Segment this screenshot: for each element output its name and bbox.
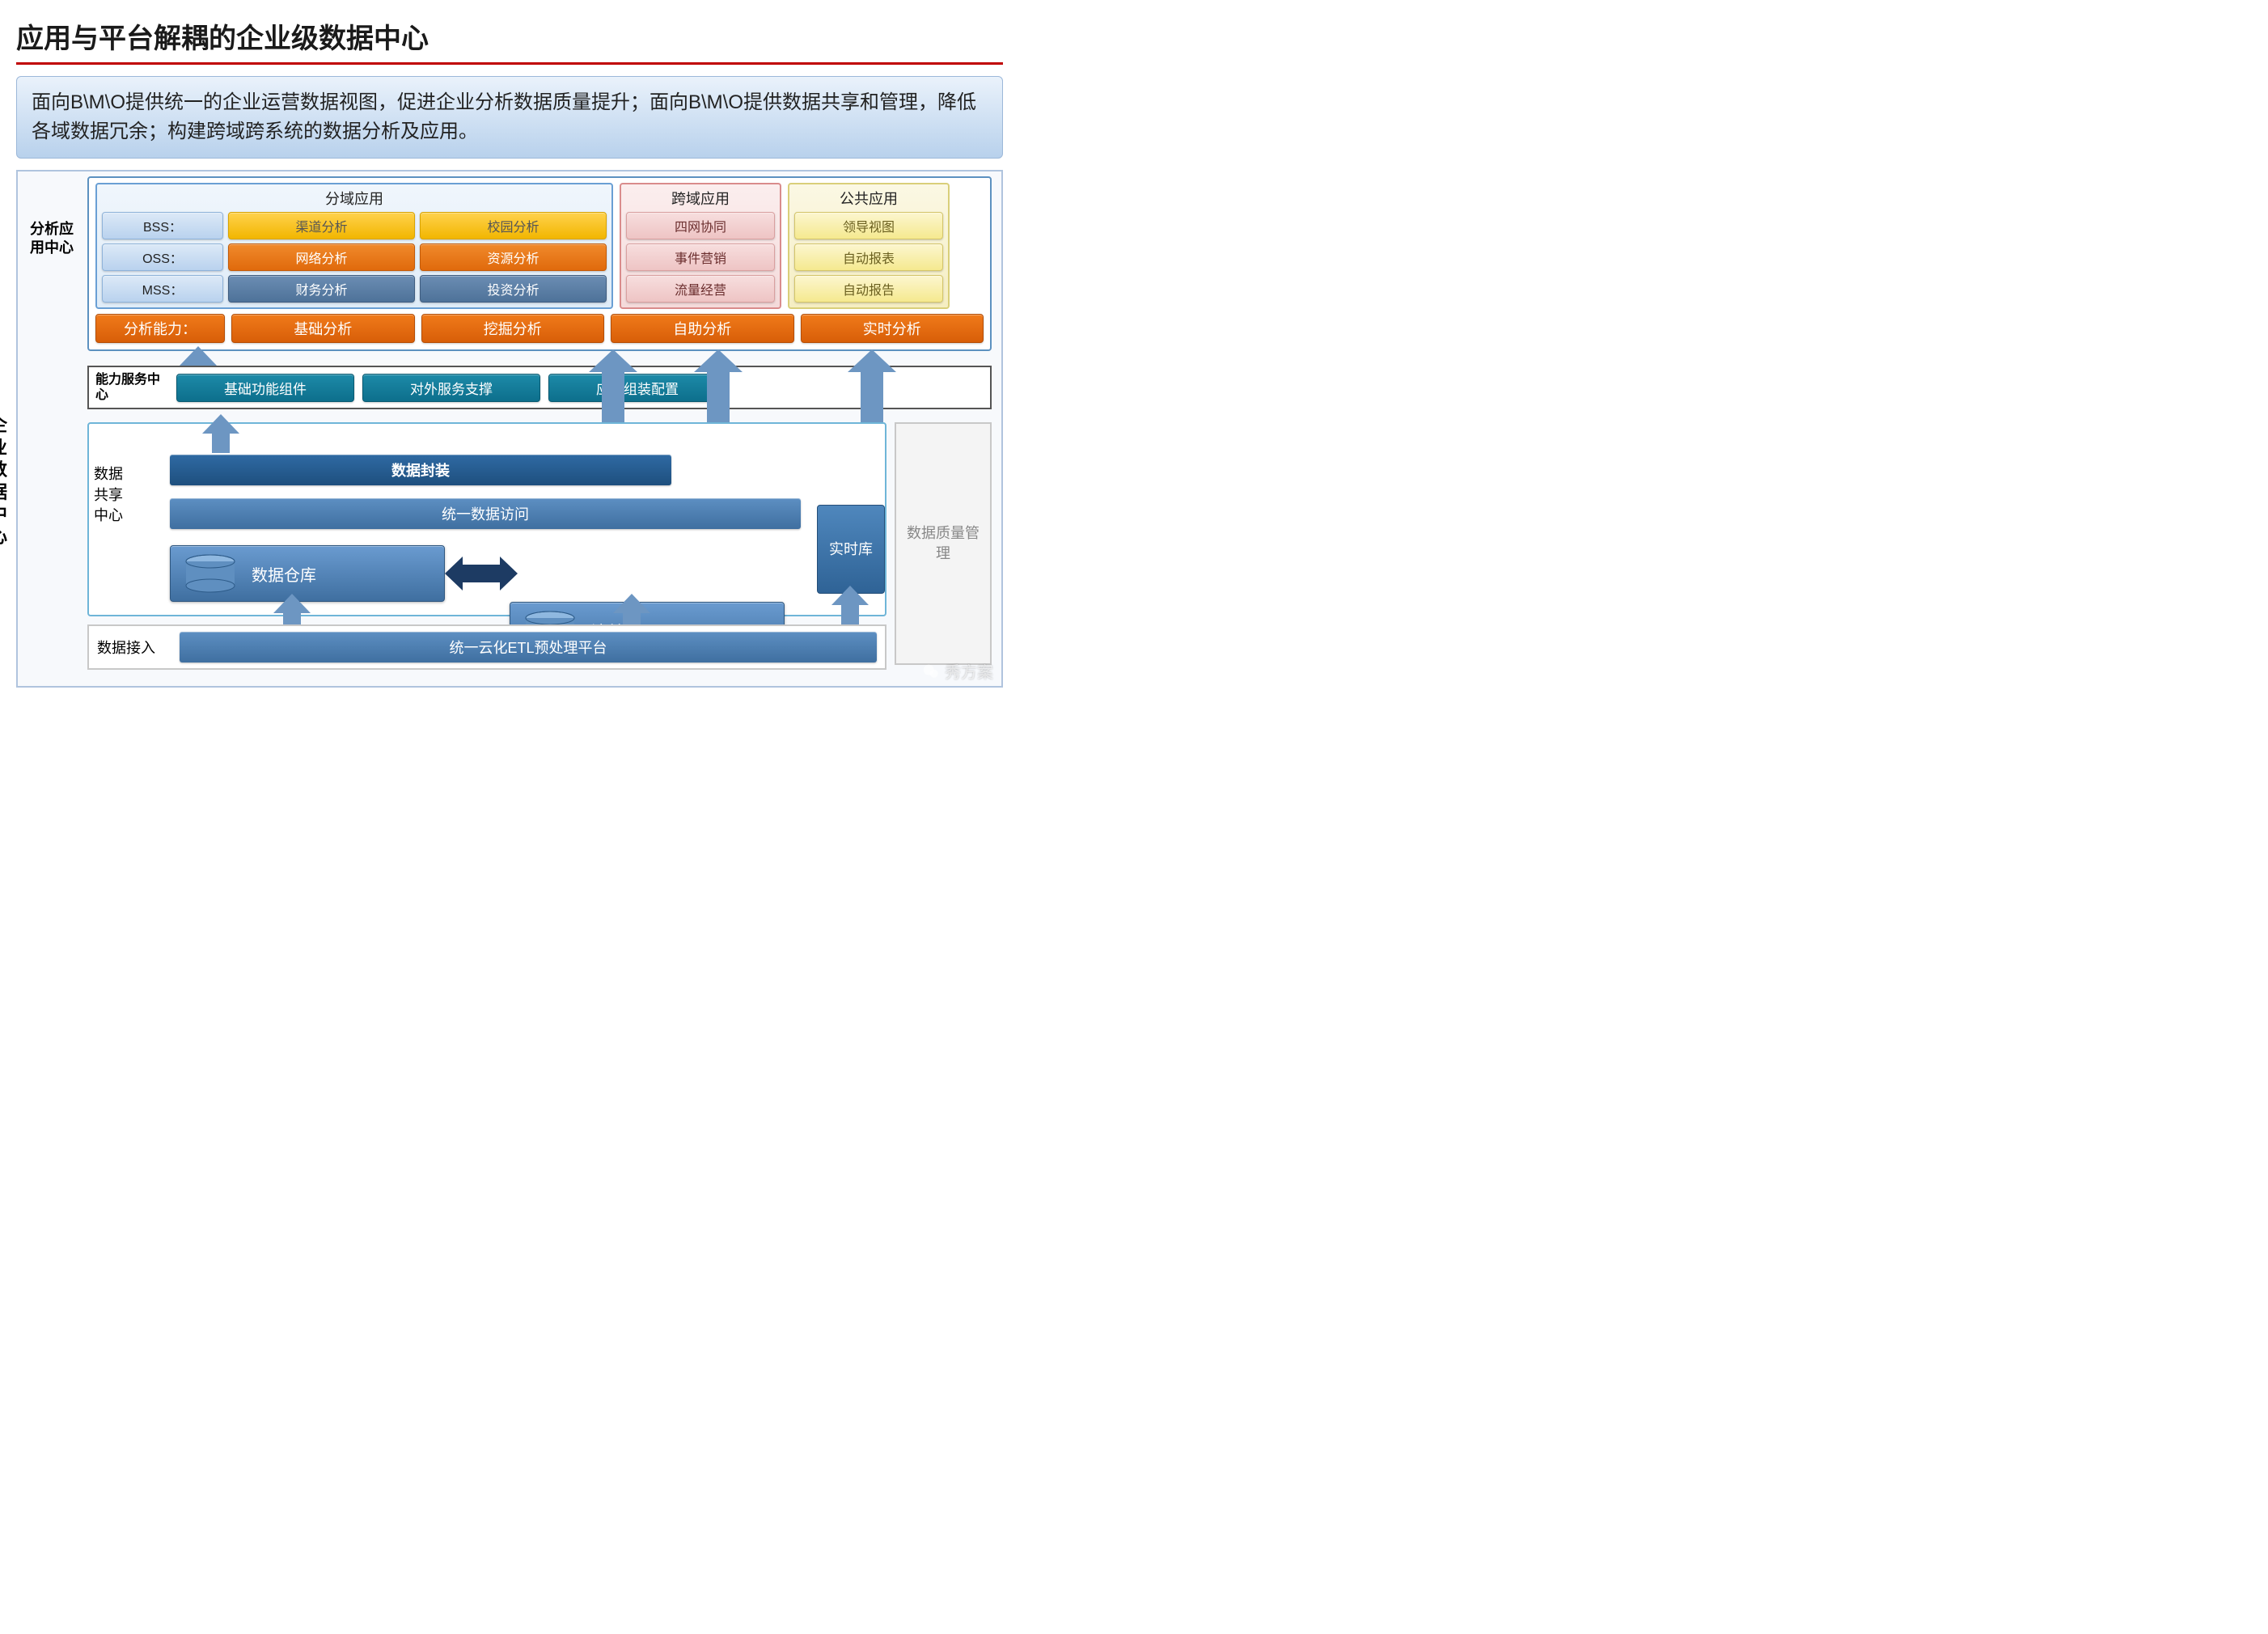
oss-label: OSS： — [102, 243, 223, 271]
realtime-db-box: 实时库 — [817, 505, 885, 594]
domain-cell: 财务分析 — [228, 275, 415, 303]
analysis-center-label: 分析应用中心 — [28, 220, 76, 258]
domain-app-panel: 分域应用 BSS： 渠道分析 校园分析 OSS： 网络分析 资源分析 MSS： — [95, 183, 613, 309]
cross-app-panel: 跨域应用 四网协同 事件营销 流量经营 — [620, 183, 781, 309]
capability-cell: 实时分析 — [801, 314, 984, 343]
mss-label: MSS： — [102, 275, 223, 303]
capability-cell: 挖掘分析 — [421, 314, 605, 343]
architecture-diagram: 企业数据中心 分析应用中心 分域应用 BSS： 渠道分析 校园分析 OSS： 网… — [16, 170, 1003, 688]
domain-cell: 网络分析 — [228, 243, 415, 271]
capability-cell: 自助分析 — [611, 314, 794, 343]
etl-platform-bar: 统一云化ETL预处理平台 — [180, 632, 877, 662]
public-app-panel: 公共应用 领导视图 自动报表 自动报告 — [788, 183, 950, 309]
cross-cell: 事件营销 — [626, 243, 775, 271]
data-package-bar: 数据封装 — [170, 455, 671, 485]
data-ingest-box: 数据接入 统一云化ETL预处理平台 — [87, 624, 886, 670]
domain-app-header: 分域应用 — [102, 188, 607, 209]
watermark: 秀方案 — [922, 659, 993, 683]
svc-center-label: 能力服务中心 — [95, 372, 168, 403]
domain-cell: 渠道分析 — [228, 212, 415, 239]
svc-cell: 对外服务支撑 — [362, 374, 540, 402]
public-app-header: 公共应用 — [794, 188, 943, 209]
enterprise-data-center: 数据共享中心 数据封装 统一数据访问 数据仓库 清单库 — [87, 422, 992, 673]
arrow-up-icon — [202, 414, 239, 453]
svc-cell: 基础功能组件 — [176, 374, 354, 402]
analysis-app-center: 分域应用 BSS： 渠道分析 校园分析 OSS： 网络分析 资源分析 MSS： — [87, 176, 992, 351]
ingest-label: 数据接入 — [97, 637, 170, 658]
cross-app-header: 跨域应用 — [626, 188, 775, 209]
public-cell: 自动报告 — [794, 275, 943, 303]
cross-cell: 流量经营 — [626, 275, 775, 303]
arrow-bidirectional-icon — [445, 557, 518, 591]
capability-cell: 基础分析 — [231, 314, 415, 343]
watermark-text: 秀方案 — [945, 659, 993, 683]
cylinder-icon — [182, 554, 239, 593]
data-quality-box: 数据质量管理 — [895, 422, 992, 665]
domain-cell: 投资分析 — [420, 275, 607, 303]
domain-cell: 资源分析 — [420, 243, 607, 271]
share-center-label: 数据共享中心 — [94, 464, 134, 526]
title-divider — [16, 62, 1003, 65]
domain-cell: 校园分析 — [420, 212, 607, 239]
wechat-icon — [922, 662, 940, 680]
cross-cell: 四网协同 — [626, 212, 775, 239]
arrow-up-icon — [831, 586, 869, 629]
public-cell: 自动报表 — [794, 243, 943, 271]
data-share-center: 数据共享中心 数据封装 统一数据访问 数据仓库 清单库 — [87, 422, 886, 616]
description-box: 面向B\M\O提供统一的企业运营数据视图，促进企业分析数据质量提升；面向B\M\… — [16, 76, 1003, 159]
bss-label: BSS： — [102, 212, 223, 239]
public-cell: 领导视图 — [794, 212, 943, 239]
page-title: 应用与平台解耦的企业级数据中心 — [16, 16, 1003, 56]
capability-label: 分析能力： — [95, 314, 225, 343]
data-warehouse-label: 数据仓库 — [252, 562, 316, 586]
enterprise-center-label: 企业数据中心 — [0, 414, 13, 548]
unified-data-access-bar: 统一数据访问 — [170, 498, 801, 529]
